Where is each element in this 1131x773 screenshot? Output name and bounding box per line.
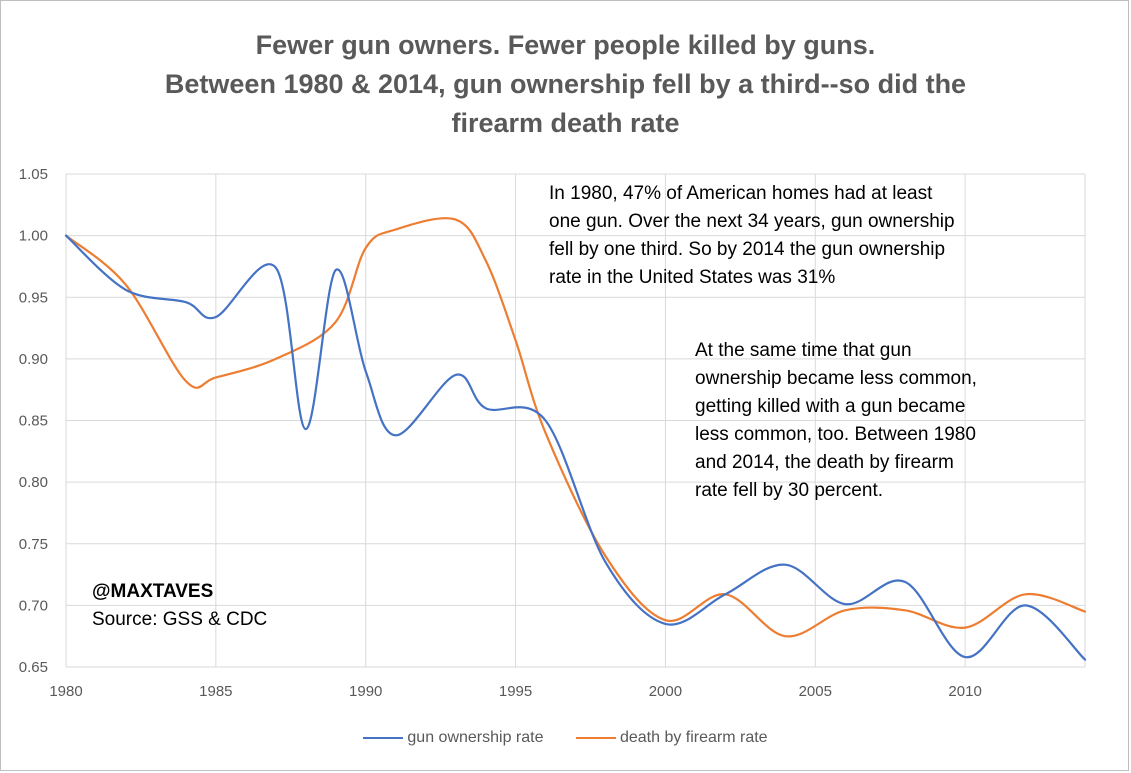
chart-title-line-3: firearm death rate bbox=[451, 108, 680, 138]
legend-item-gun-ownership: gun ownership rate bbox=[363, 729, 544, 747]
legend-item-death-rate: death by firearm rate bbox=[575, 729, 768, 747]
x-tick-label: 1995 bbox=[499, 683, 532, 700]
x-tick-label: 1980 bbox=[49, 683, 82, 700]
annotation-line: rate in the United States was 31% bbox=[549, 267, 836, 288]
chart-title-line-1: Fewer gun owners. Fewer people killed by… bbox=[255, 30, 876, 60]
series-line-death-rate bbox=[64, 217, 1087, 638]
annotation-line: and 2014, the death by firearm bbox=[695, 452, 954, 473]
y-tick-label: 0.90 bbox=[19, 351, 48, 368]
annotation-line: At the same time that gun bbox=[695, 340, 912, 361]
annotation-line: rate fell by 30 percent. bbox=[695, 480, 883, 501]
annotation-gun-ownership: In 1980, 47% of American homes had at le… bbox=[549, 180, 955, 292]
y-tick-label: 0.85 bbox=[19, 413, 48, 430]
y-tick-label: 0.95 bbox=[19, 289, 48, 306]
annotation-line: fell by one third. So by 2014 the gun ow… bbox=[549, 239, 946, 260]
y-tick-label: 1.05 bbox=[19, 166, 48, 183]
y-tick-label: 0.75 bbox=[19, 536, 48, 553]
annotation-line: In 1980, 47% of American homes had at le… bbox=[549, 183, 933, 204]
annotation-death-rate: At the same time that gun ownership beca… bbox=[695, 337, 977, 505]
y-tick-label: 0.65 bbox=[19, 659, 48, 676]
x-tick-label: 1990 bbox=[349, 683, 382, 700]
legend-label-death-rate: death by firearm rate bbox=[619, 729, 768, 746]
annotation-line: one gun. Over the next 34 years, gun own… bbox=[549, 211, 955, 232]
annotation-line: ownership became less common, bbox=[695, 368, 977, 389]
chart-legend: gun ownership rate death by firearm rate bbox=[0, 726, 1131, 747]
author-handle: @MAXTAVES bbox=[92, 581, 214, 602]
legend-swatch-death-rate bbox=[575, 737, 616, 739]
chart-title: Fewer gun owners. Fewer people killed by… bbox=[0, 26, 1131, 143]
annotation-line: less common, too. Between 1980 bbox=[695, 424, 976, 445]
y-tick-label: 1.00 bbox=[19, 228, 48, 245]
annotation-line: getting killed with a gun became bbox=[695, 396, 966, 417]
source-note: Source: GSS & CDC bbox=[92, 609, 268, 630]
x-tick-label: 2005 bbox=[799, 683, 832, 700]
x-tick-label: 1985 bbox=[199, 683, 232, 700]
legend-swatch-gun-ownership bbox=[363, 737, 404, 739]
x-tick-label: 2010 bbox=[948, 683, 981, 700]
credit-block: @MAXTAVES Source: GSS & CDC bbox=[92, 578, 267, 634]
y-tick-label: 0.80 bbox=[19, 474, 48, 491]
y-tick-label: 0.70 bbox=[19, 597, 48, 614]
chart-title-line-2: Between 1980 & 2014, gun ownership fell … bbox=[164, 69, 967, 99]
legend-label-gun-ownership: gun ownership rate bbox=[407, 729, 544, 746]
series-line-gun-ownership bbox=[64, 234, 1087, 661]
x-tick-label: 2000 bbox=[649, 683, 682, 700]
